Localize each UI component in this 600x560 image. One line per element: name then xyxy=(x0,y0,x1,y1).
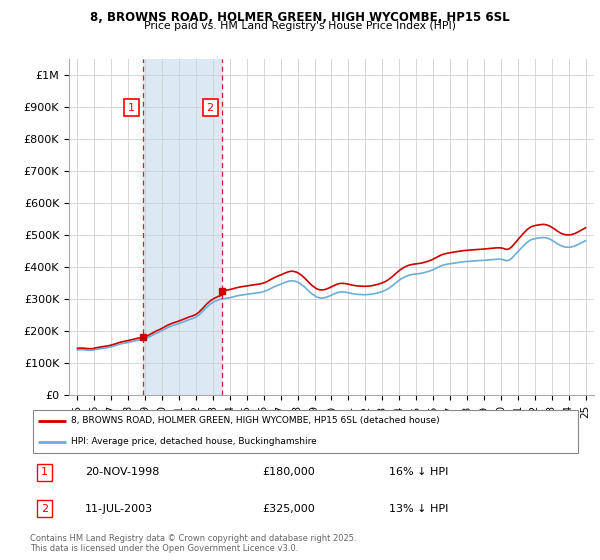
Text: 20-NOV-1998: 20-NOV-1998 xyxy=(85,468,160,478)
Text: HPI: Average price, detached house, Buckinghamshire: HPI: Average price, detached house, Buck… xyxy=(71,437,317,446)
Text: 2: 2 xyxy=(206,102,214,113)
Text: £180,000: £180,000 xyxy=(262,468,314,478)
Text: 13% ↓ HPI: 13% ↓ HPI xyxy=(389,504,448,514)
FancyBboxPatch shape xyxy=(33,409,578,454)
Text: 1: 1 xyxy=(41,468,48,478)
Text: 16% ↓ HPI: 16% ↓ HPI xyxy=(389,468,448,478)
Text: 8, BROWNS ROAD, HOLMER GREEN, HIGH WYCOMBE, HP15 6SL: 8, BROWNS ROAD, HOLMER GREEN, HIGH WYCOM… xyxy=(90,11,510,24)
Text: Price paid vs. HM Land Registry's House Price Index (HPI): Price paid vs. HM Land Registry's House … xyxy=(144,21,456,31)
Text: 8, BROWNS ROAD, HOLMER GREEN, HIGH WYCOMBE, HP15 6SL (detached house): 8, BROWNS ROAD, HOLMER GREEN, HIGH WYCOM… xyxy=(71,416,440,425)
Text: Contains HM Land Registry data © Crown copyright and database right 2025.
This d: Contains HM Land Registry data © Crown c… xyxy=(30,534,356,553)
Text: 1: 1 xyxy=(128,102,135,113)
Text: 11-JUL-2003: 11-JUL-2003 xyxy=(85,504,154,514)
Text: £325,000: £325,000 xyxy=(262,504,314,514)
Bar xyxy=(143,59,222,395)
Text: 2: 2 xyxy=(41,504,48,514)
